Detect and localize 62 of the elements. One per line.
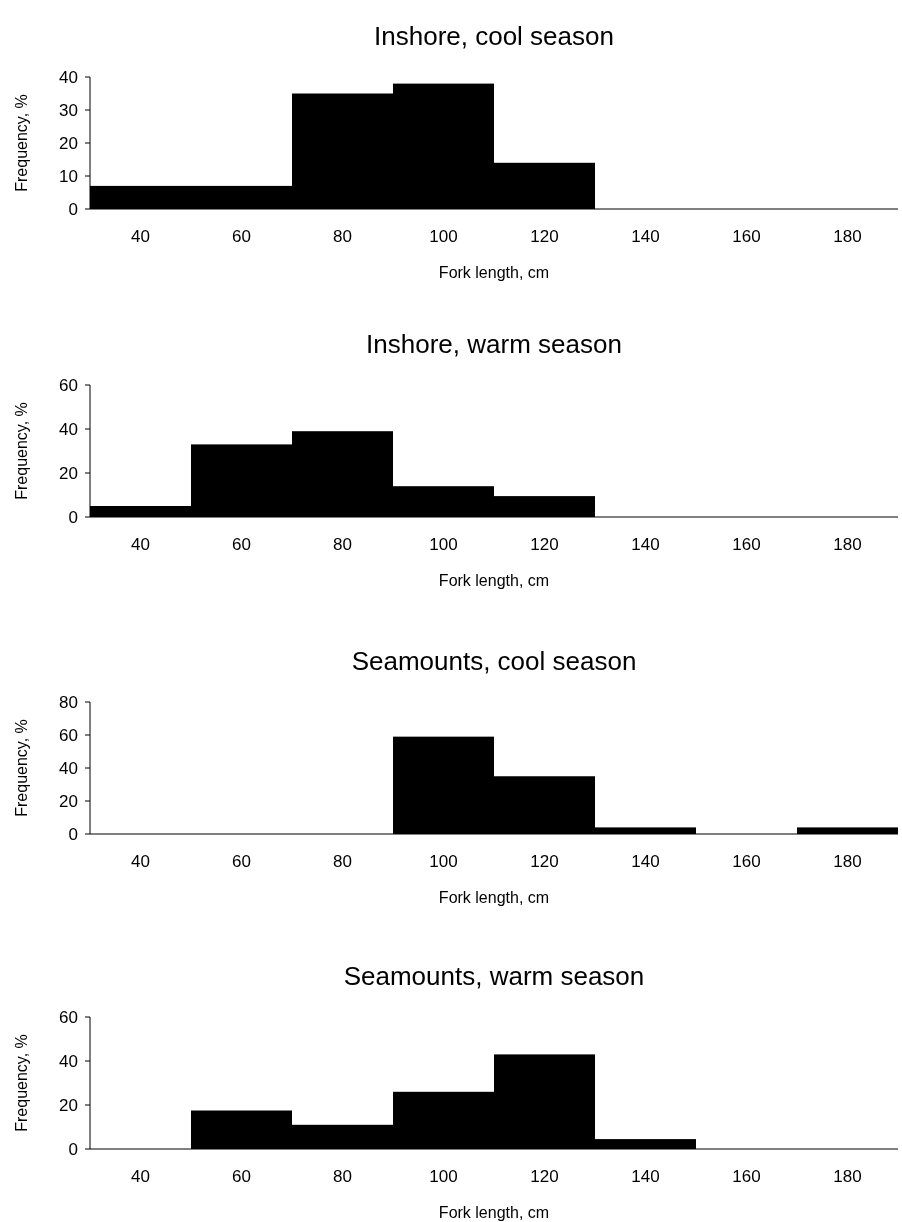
- y-tick-label: 60: [59, 375, 78, 395]
- x-tick-label: 180: [833, 227, 862, 246]
- y-tick-label: 40: [59, 1051, 78, 1071]
- x-tick-label: 80: [333, 535, 352, 554]
- y-axis-title: Frequency, %: [13, 402, 30, 500]
- chart-title: Seamounts, warm season: [343, 961, 645, 991]
- x-tick-label: 40: [131, 535, 150, 554]
- x-tick-label: 140: [631, 852, 660, 871]
- x-tick-label: 100: [429, 852, 458, 871]
- y-tick-label: 60: [59, 1007, 78, 1027]
- y-tick-label: 0: [68, 1139, 78, 1159]
- x-tick-label: 140: [631, 1167, 660, 1186]
- y-tick-label: 0: [68, 824, 78, 844]
- x-tick-label: 60: [232, 227, 251, 246]
- x-tick-label: 180: [833, 535, 862, 554]
- chart-title: Seamounts, cool season: [351, 646, 637, 676]
- x-tick-label: 120: [530, 1167, 559, 1186]
- x-tick-label: 80: [333, 1167, 352, 1186]
- x-tick-label: 40: [131, 852, 150, 871]
- x-axis-title: Fork length, cm: [438, 572, 550, 589]
- y-tick-label: 20: [59, 1095, 78, 1115]
- x-tick-label: 180: [833, 852, 862, 871]
- y-tick-label: 10: [59, 166, 78, 186]
- x-tick-label: 100: [429, 227, 458, 246]
- y-tick-label: 0: [68, 507, 78, 527]
- x-tick-label: 60: [232, 535, 251, 554]
- chart-title: Inshore, warm season: [366, 329, 622, 359]
- x-tick-label: 120: [530, 535, 559, 554]
- x-axis-title: Fork length, cm: [438, 889, 550, 906]
- y-tick-label: 20: [59, 791, 78, 811]
- x-tick-label: 160: [732, 852, 761, 871]
- x-tick-label: 40: [131, 1167, 150, 1186]
- y-tick-label: 40: [59, 758, 78, 778]
- x-tick-label: 120: [530, 227, 559, 246]
- y-tick-label: 30: [59, 100, 78, 120]
- x-tick-label: 140: [631, 535, 660, 554]
- x-tick-label: 80: [333, 852, 352, 871]
- x-axis-title: Fork length, cm: [438, 1204, 550, 1221]
- x-tick-label: 180: [833, 1167, 862, 1186]
- x-tick-label: 140: [631, 227, 660, 246]
- x-tick-label: 160: [732, 535, 761, 554]
- x-tick-label: 160: [732, 227, 761, 246]
- y-axis-title: Frequency, %: [13, 1034, 30, 1132]
- x-axis-title: Fork length, cm: [438, 264, 550, 281]
- x-tick-label: 160: [732, 1167, 761, 1186]
- x-tick-label: 80: [333, 227, 352, 246]
- x-tick-label: 100: [429, 535, 458, 554]
- y-tick-label: 0: [68, 199, 78, 219]
- x-tick-label: 120: [530, 852, 559, 871]
- y-tick-label: 80: [59, 692, 78, 712]
- x-tick-label: 100: [429, 1167, 458, 1186]
- chart-title: Inshore, cool season: [374, 21, 614, 51]
- x-tick-label: 60: [232, 852, 251, 871]
- y-tick-label: 60: [59, 725, 78, 745]
- y-tick-label: 20: [59, 133, 78, 153]
- x-tick-label: 40: [131, 227, 150, 246]
- y-axis-title: Frequency, %: [13, 719, 30, 817]
- y-axis-title: Frequency, %: [13, 94, 30, 192]
- y-tick-label: 40: [59, 67, 78, 87]
- y-tick-label: 40: [59, 419, 78, 439]
- y-tick-label: 20: [59, 463, 78, 483]
- x-tick-label: 60: [232, 1167, 251, 1186]
